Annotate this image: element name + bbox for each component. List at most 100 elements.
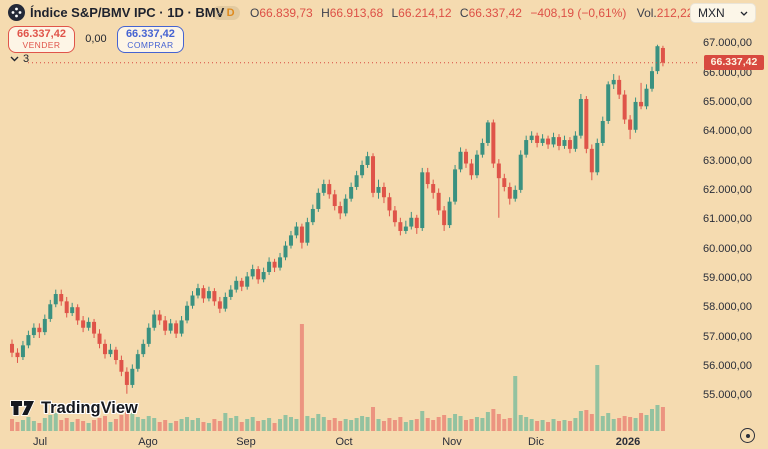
volume-bar bbox=[239, 422, 244, 431]
candle-body bbox=[234, 280, 239, 290]
volume-bar bbox=[228, 418, 233, 431]
volume-bar bbox=[562, 420, 567, 431]
indicators-toggle[interactable]: 3 bbox=[10, 53, 29, 65]
volume-bar bbox=[507, 418, 512, 431]
volume-bar bbox=[617, 418, 622, 431]
volume-bar bbox=[453, 414, 458, 431]
high-label: H bbox=[321, 6, 330, 20]
candle-body bbox=[376, 186, 381, 193]
candle-body bbox=[540, 138, 545, 143]
candle-body bbox=[245, 276, 250, 287]
candle-body bbox=[381, 186, 386, 198]
volume-bar bbox=[234, 416, 239, 431]
buy-button[interactable]: 66.337,42 COMPRAR bbox=[116, 25, 184, 53]
volume-bar bbox=[338, 421, 343, 431]
price-tick-label: 56.000,00 bbox=[703, 359, 752, 372]
volume-bar bbox=[152, 418, 157, 431]
volume-bar bbox=[573, 418, 578, 431]
tv-mark-icon bbox=[10, 400, 36, 416]
candle-body bbox=[59, 294, 64, 302]
price-tick-label: 59.000,00 bbox=[703, 271, 752, 284]
time-axis-label: Nov bbox=[442, 436, 462, 448]
volume-bar bbox=[578, 411, 583, 431]
close-label: C bbox=[459, 6, 469, 20]
tradingview-logo[interactable]: TradingView bbox=[10, 398, 138, 418]
symbol-logo-icon[interactable] bbox=[8, 4, 25, 21]
candle-body bbox=[387, 197, 392, 211]
volume-bar bbox=[26, 417, 31, 431]
candle-body bbox=[644, 88, 649, 107]
volume-bar bbox=[299, 324, 304, 431]
volume-bar bbox=[398, 417, 403, 431]
volume-bar bbox=[381, 421, 386, 431]
candle-body bbox=[130, 368, 135, 385]
volume-bar bbox=[360, 416, 365, 431]
candle-body bbox=[343, 198, 348, 214]
candle-body bbox=[442, 210, 447, 226]
symbol-title[interactable]: Índice S&P/BMV IPC · 1D · BMV bbox=[30, 5, 225, 20]
volume-bar bbox=[97, 418, 102, 431]
time-axis-label: Jul bbox=[32, 436, 48, 448]
candle-body bbox=[239, 280, 244, 287]
candle-body bbox=[573, 135, 578, 149]
volume-bar bbox=[409, 420, 414, 431]
volume-bar bbox=[135, 417, 140, 431]
volume-bar bbox=[633, 418, 638, 431]
volume-bar bbox=[37, 423, 42, 431]
candle-body bbox=[365, 156, 370, 165]
volume-bar bbox=[589, 414, 594, 431]
volume-bar bbox=[75, 419, 80, 431]
candle-body bbox=[174, 323, 179, 334]
candle-body bbox=[124, 371, 129, 385]
candle-body bbox=[15, 352, 20, 358]
candle-body bbox=[360, 164, 365, 176]
candle-body bbox=[168, 323, 173, 331]
candle-body bbox=[64, 301, 69, 314]
volume-bar bbox=[174, 421, 179, 431]
candle-body bbox=[485, 122, 490, 143]
candle-body bbox=[48, 304, 53, 319]
open-label: O bbox=[250, 6, 260, 20]
volume-bar bbox=[595, 365, 600, 431]
candle-body bbox=[212, 291, 217, 302]
spread-value: 0,00 bbox=[85, 33, 107, 45]
candle-body bbox=[496, 163, 501, 179]
candle-body bbox=[589, 148, 594, 173]
volume-bar bbox=[442, 415, 447, 431]
candle-body bbox=[502, 178, 507, 187]
candle-body bbox=[469, 163, 474, 176]
volume-bar bbox=[141, 419, 146, 431]
candle-body bbox=[567, 140, 572, 149]
candle-body bbox=[398, 222, 403, 231]
volume-bar bbox=[124, 409, 129, 431]
volume-bar bbox=[261, 420, 266, 431]
interval-badge[interactable]: – D bbox=[212, 6, 240, 20]
candle-body bbox=[617, 79, 622, 95]
sell-button[interactable]: 66.337,42 VENDER bbox=[8, 25, 75, 53]
volume-bar bbox=[157, 422, 162, 431]
time-axis-label: Sep bbox=[236, 436, 256, 448]
volume-bar bbox=[535, 421, 540, 431]
change-value: −408,19 (−0,61%) bbox=[530, 6, 627, 20]
candle-body bbox=[31, 327, 36, 336]
candle-body bbox=[261, 272, 266, 280]
volume-bar bbox=[267, 418, 272, 431]
candle-body bbox=[513, 189, 518, 199]
volume-bar bbox=[557, 421, 561, 431]
volume-bar bbox=[245, 419, 250, 431]
candle-body bbox=[283, 245, 288, 258]
volume-bar bbox=[190, 420, 195, 431]
candle-body bbox=[135, 354, 140, 369]
volume-bar bbox=[649, 409, 654, 431]
price-tick-label: 61.000,00 bbox=[703, 213, 752, 226]
open-value: 66.839,73 bbox=[259, 6, 313, 20]
volume-bar bbox=[414, 419, 419, 431]
candle-body bbox=[321, 184, 326, 193]
candle-body bbox=[425, 172, 430, 185]
currency-selector[interactable]: MXN bbox=[690, 3, 756, 23]
circle-dot-icon[interactable] bbox=[740, 428, 755, 443]
candle-body bbox=[371, 156, 376, 193]
candle-body bbox=[179, 320, 184, 334]
tradingview-wordmark: TradingView bbox=[41, 398, 138, 417]
